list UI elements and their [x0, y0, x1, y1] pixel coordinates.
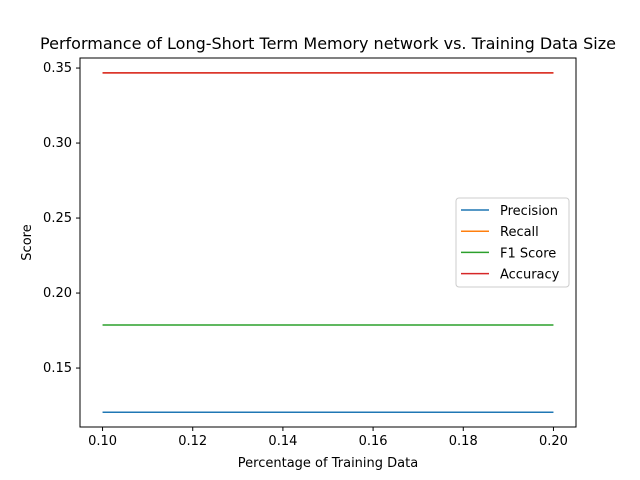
x-axis-label: Percentage of Training Data — [238, 456, 418, 471]
y-tick-label: 0.15 — [43, 361, 72, 376]
legend-label: Accuracy — [500, 268, 560, 283]
x-axis-ticks: 0.10 0.12 0.14 0.16 0.18 0.20 — [88, 427, 568, 449]
x-tick-label: 0.18 — [449, 434, 478, 449]
legend-box — [455, 197, 570, 288]
x-tick-label: 0.10 — [88, 434, 117, 449]
legend-label: Recall — [500, 225, 539, 240]
plot-frame — [79, 57, 577, 428]
legend-label: F1 Score — [500, 246, 556, 261]
x-tick-label: 0.14 — [268, 434, 297, 449]
chart-title: Performance of Long-Short Term Memory ne… — [40, 34, 616, 53]
legend-label: Precision — [500, 204, 558, 219]
x-tick-label: 0.20 — [539, 434, 568, 449]
series-layer — [102, 72, 554, 414]
y-axis-ticks: 0.15 0.20 0.25 0.30 0.35 — [43, 61, 80, 376]
y-tick-label: 0.20 — [43, 286, 72, 301]
y-axis-label: Score — [20, 224, 35, 260]
x-tick-label: 0.16 — [359, 434, 388, 449]
y-tick-label: 0.35 — [43, 61, 72, 76]
x-tick-label: 0.12 — [178, 434, 207, 449]
legend: Precision Recall F1 Score Accuracy — [455, 197, 570, 288]
y-tick-label: 0.30 — [43, 136, 72, 151]
y-tick-label: 0.25 — [43, 211, 72, 226]
